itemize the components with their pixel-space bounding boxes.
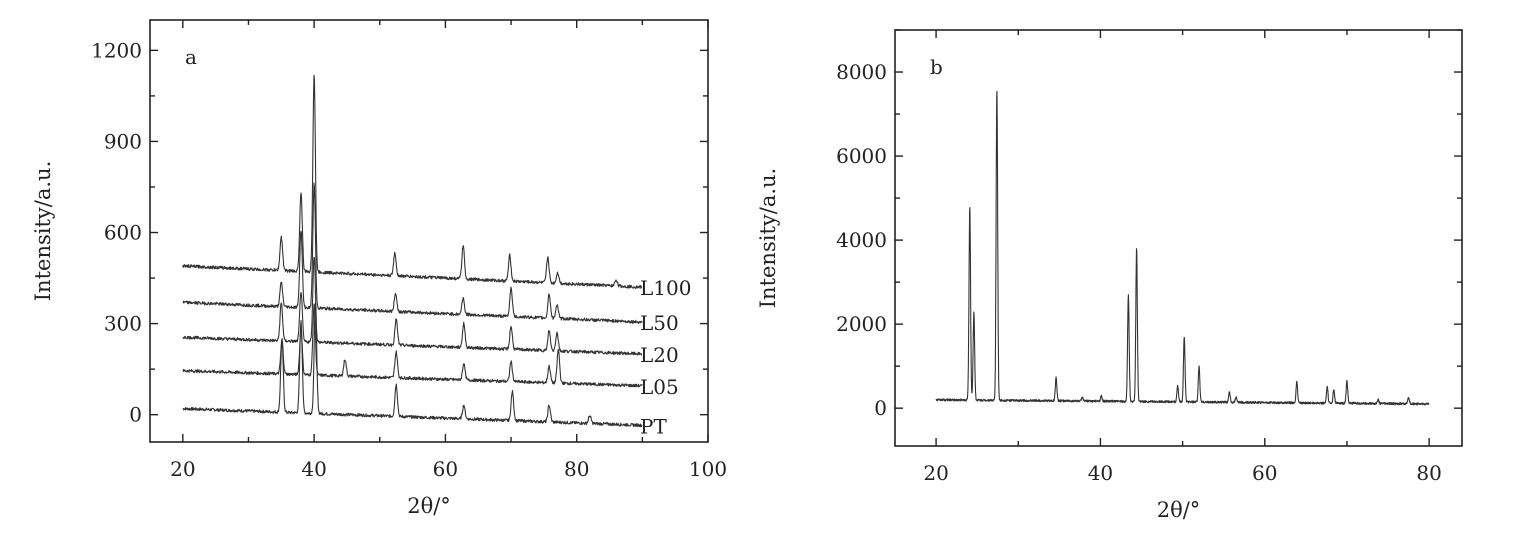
panel-letter: b	[930, 55, 943, 79]
y-tick-label: 2000	[836, 312, 887, 336]
y-tick-label: 900	[104, 129, 142, 153]
x-tick-label: 60	[433, 457, 458, 481]
y-tick-label: 0	[129, 403, 142, 427]
series-label-l50: L50	[640, 311, 679, 335]
x-tick-label: 100	[689, 457, 727, 481]
series-label-l20: L20	[640, 343, 679, 367]
series-trace-l20	[182, 256, 643, 356]
series-trace-pattern	[935, 90, 1430, 406]
x-tick-label: 20	[170, 457, 195, 481]
series-trace-l100	[182, 74, 643, 289]
x-tick-label: 60	[1252, 461, 1277, 485]
panel-letter: a	[185, 45, 197, 69]
series-label-l100: L100	[640, 276, 691, 300]
y-tick-label: 300	[104, 312, 142, 336]
x-tick-label: 80	[564, 457, 589, 481]
panel-b-chart: 20 40 60 80 0 2000 4000 6000 8000 2θ/° Intensity/a…	[756, 29, 1463, 522]
y-tick-label: 600	[104, 221, 142, 245]
y-axis-title: Intensity/a.u.	[756, 168, 780, 308]
series-label-l05: L05	[640, 375, 679, 399]
series-label-pt: PT	[640, 414, 667, 438]
y-tick-label: 6000	[836, 144, 887, 168]
series-trace-l05	[182, 303, 643, 388]
y-tick-label: 4000	[836, 228, 887, 252]
y-tick-label: 1200	[91, 38, 142, 62]
plot-frame	[894, 29, 1463, 447]
series-trace-pt	[182, 302, 643, 428]
x-tick-label: 20	[923, 461, 948, 485]
series-trace-l50	[182, 182, 643, 324]
x-axis-title: 2θ/°	[407, 494, 451, 518]
y-tick-label: 8000	[836, 60, 887, 84]
x-axis-title: 2θ/°	[1157, 498, 1201, 522]
x-tick-label: 80	[1416, 461, 1441, 485]
panel-a-chart: 20 40 60 80 100 0 300 600 900 1200 2θ/° Intensity/a…	[31, 19, 727, 518]
y-axis-title: Intensity/a.u.	[31, 161, 55, 301]
plot-frame	[149, 19, 709, 443]
y-tick-label: 0	[874, 396, 887, 420]
x-tick-label: 40	[301, 457, 326, 481]
x-tick-label: 40	[1088, 461, 1113, 485]
